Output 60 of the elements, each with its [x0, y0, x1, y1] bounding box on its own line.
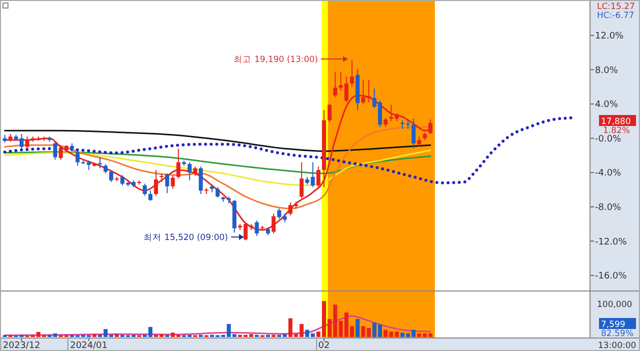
candlestick [170, 174, 175, 190]
candlestick [316, 166, 320, 188]
annotation: 최고 19,190 (13:00) [234, 55, 318, 65]
text: 17,880 [601, 117, 631, 127]
text: LC:15.27 [597, 2, 635, 12]
candlestick [176, 148, 180, 180]
candlestick [350, 60, 354, 88]
candlestick [300, 162, 304, 199]
text: 13:00:00 [598, 341, 636, 351]
y-tick-label: -8.0% [595, 203, 622, 214]
text: 82.59% [601, 329, 634, 339]
candlestick [310, 162, 315, 188]
text: 100,000 [597, 300, 632, 310]
y-tick-label: -0.0% [595, 134, 622, 144]
candlestick [193, 166, 198, 176]
bar [114, 334, 119, 337]
candlestick [254, 220, 259, 236]
y-tick-label: 8.0% [595, 66, 618, 76]
annotation: 최저 15,520 (09:00) [144, 233, 228, 243]
candlestick [412, 118, 416, 150]
candlestick [384, 117, 388, 128]
candlestick [25, 136, 30, 150]
text: 7,599 [601, 320, 626, 330]
candlestick [165, 172, 170, 194]
bar [305, 330, 310, 337]
y-tick-label: -12.0% [595, 237, 628, 248]
bar [356, 319, 360, 337]
y-tick-label: 12.0% [595, 32, 624, 42]
y-tick-label: 4.0% [595, 100, 618, 110]
candlestick [76, 150, 80, 166]
bar [366, 328, 371, 337]
candlestick [53, 141, 58, 160]
x-tick-label: 02 [318, 341, 330, 351]
candlestick [154, 170, 158, 196]
bar [417, 333, 422, 337]
bar [282, 334, 287, 337]
bar [310, 333, 315, 337]
candlestick [417, 136, 422, 148]
candlestick [277, 208, 282, 220]
line-series [4, 130, 432, 152]
candlestick [109, 170, 114, 182]
candlestick [328, 104, 332, 122]
candlestick [86, 160, 91, 170]
text: 1.82% [603, 126, 630, 136]
candlestick [216, 186, 220, 198]
candlestick [333, 72, 338, 98]
candlestick [198, 166, 203, 194]
candlestick [98, 156, 102, 169]
candlestick [188, 162, 192, 181]
candlestick [104, 164, 108, 174]
y-tick-label: -4.0% [595, 168, 622, 179]
candlestick [148, 190, 152, 202]
candlestick [142, 183, 147, 196]
x-tick-label: 2023/12 [2, 341, 40, 351]
bar [394, 332, 399, 337]
bar [92, 334, 96, 337]
bar [361, 326, 366, 337]
x-tick-label: 2024/01 [70, 341, 108, 351]
y-tick-label: -16.0% [595, 272, 628, 282]
text: HC:-6.77 [597, 11, 634, 21]
